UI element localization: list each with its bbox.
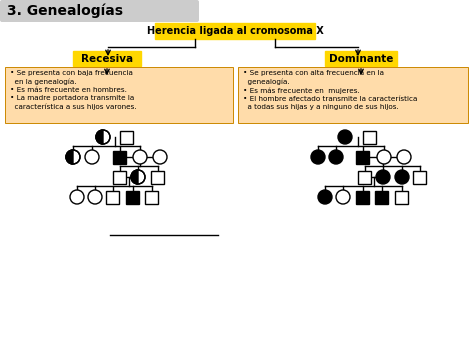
- Circle shape: [131, 170, 145, 184]
- Text: • Se presenta con baja frecuencia
  en la genealogía.
• Es más frecuente en homb: • Se presenta con baja frecuencia en la …: [10, 70, 137, 110]
- Bar: [375, 191, 389, 203]
- Text: Recesiva: Recesiva: [81, 54, 133, 64]
- Circle shape: [96, 130, 110, 144]
- Polygon shape: [66, 150, 73, 164]
- Text: • Se presenta con alta frecuencia en la
  genealogía.
• Es más frecuente en  muj: • Se presenta con alta frecuencia en la …: [243, 70, 418, 110]
- Circle shape: [329, 150, 343, 164]
- Circle shape: [318, 190, 332, 204]
- Bar: [127, 191, 139, 203]
- Circle shape: [336, 190, 350, 204]
- FancyBboxPatch shape: [0, 0, 199, 22]
- Bar: [107, 191, 119, 203]
- Circle shape: [66, 150, 80, 164]
- Bar: [358, 170, 372, 184]
- Bar: [356, 151, 370, 164]
- Bar: [120, 131, 134, 143]
- Bar: [395, 191, 409, 203]
- Bar: [152, 170, 164, 184]
- Circle shape: [311, 150, 325, 164]
- Circle shape: [133, 150, 147, 164]
- FancyBboxPatch shape: [73, 51, 141, 66]
- Bar: [413, 170, 427, 184]
- Circle shape: [397, 150, 411, 164]
- FancyBboxPatch shape: [325, 51, 397, 66]
- Bar: [356, 191, 370, 203]
- Circle shape: [376, 170, 390, 184]
- Text: 3. Genealogías: 3. Genealogías: [7, 4, 123, 18]
- FancyBboxPatch shape: [238, 67, 468, 123]
- Circle shape: [88, 190, 102, 204]
- Bar: [113, 170, 127, 184]
- FancyBboxPatch shape: [155, 23, 315, 39]
- FancyBboxPatch shape: [5, 67, 233, 123]
- Polygon shape: [131, 170, 138, 184]
- Text: Dominante: Dominante: [329, 54, 393, 64]
- Bar: [364, 131, 376, 143]
- Circle shape: [70, 190, 84, 204]
- Circle shape: [338, 130, 352, 144]
- Polygon shape: [96, 130, 103, 144]
- Circle shape: [377, 150, 391, 164]
- Circle shape: [395, 170, 409, 184]
- Bar: [146, 191, 158, 203]
- Circle shape: [153, 150, 167, 164]
- Text: Herencia ligada al cromosoma X: Herencia ligada al cromosoma X: [146, 26, 323, 36]
- Bar: [113, 151, 127, 164]
- Circle shape: [85, 150, 99, 164]
